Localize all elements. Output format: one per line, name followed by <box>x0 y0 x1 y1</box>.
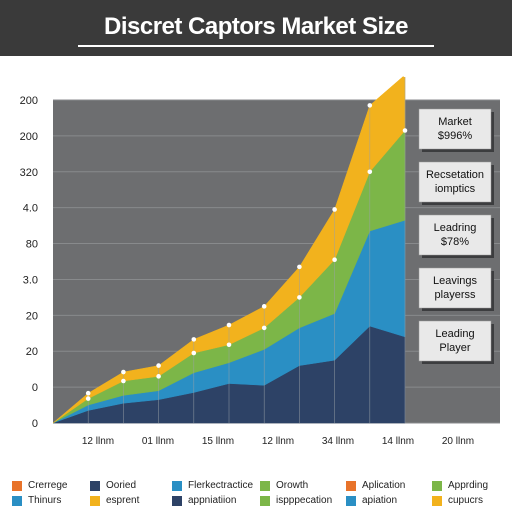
y-tick-label: 3.0 <box>23 274 38 286</box>
annotation-box <box>418 320 492 362</box>
annotation-text: $78% <box>441 236 469 248</box>
data-point <box>85 396 91 401</box>
x-tick-label: 01 llnm <box>142 436 174 447</box>
y-tick-label: 4.0 <box>23 203 38 215</box>
data-point <box>156 374 161 379</box>
legend-label: Orowth <box>276 480 309 491</box>
legend-item: Flerkectractice <box>172 478 260 493</box>
data-point <box>297 264 302 270</box>
x-tick-label: 34 llnm <box>322 436 354 447</box>
y-tick-label: 0 <box>32 382 38 394</box>
data-point <box>261 325 267 331</box>
data-point <box>402 128 408 133</box>
x-tick-label: 12 llnm <box>82 436 114 447</box>
legend-swatch <box>90 495 100 506</box>
annotation-text: Recsetation <box>426 169 484 181</box>
legend: Crerrege Ooried Flerkectractice Orowth Aplic… <box>12 478 508 508</box>
data-point <box>85 390 91 396</box>
x-tick-label: 20 llnm <box>442 436 474 447</box>
annotation-box <box>418 161 492 203</box>
data-point <box>332 207 337 212</box>
annotation-box <box>418 108 492 150</box>
x-tick-label: 15 llnm <box>202 436 234 447</box>
data-point <box>226 342 232 348</box>
legend-swatch <box>346 480 356 491</box>
data-point <box>367 169 373 175</box>
legend-swatch <box>172 480 182 491</box>
y-tick-label: 20 <box>26 310 38 322</box>
y-tick-label: 80 <box>26 239 38 251</box>
legend-item: ispppecation <box>260 493 346 508</box>
data-point <box>402 72 408 78</box>
legend-label: Thinurs <box>28 495 62 506</box>
legend-swatch <box>90 480 100 491</box>
legend-item: cupucrs <box>432 493 508 508</box>
data-point <box>121 378 126 384</box>
data-point <box>191 350 197 356</box>
legend-label: Ooried <box>106 480 137 491</box>
y-tick-label: 200 <box>20 95 38 107</box>
title-bar: Discret Captors Market Size <box>0 0 512 56</box>
annotation-text: playerss <box>435 289 476 301</box>
legend-swatch <box>346 495 356 506</box>
y-tick-label: 20 <box>26 346 38 358</box>
legend-item: Aplication <box>346 478 432 493</box>
annotation-box <box>418 214 492 256</box>
annotation-text: Leading <box>435 328 474 340</box>
legend-item: esprent <box>90 493 172 508</box>
annotation-box <box>418 267 492 309</box>
annotation-text: Leadring <box>434 222 477 234</box>
data-point <box>261 304 267 309</box>
data-point <box>226 322 232 328</box>
legend-swatch <box>432 495 442 506</box>
legend-label: Flerkectractice <box>188 480 254 491</box>
data-point <box>121 369 126 375</box>
legend-item: appniatiion <box>172 493 260 508</box>
legend-swatch <box>260 480 270 491</box>
annotation-text: Market <box>438 116 472 128</box>
y-tick-label: 200 <box>20 131 38 143</box>
legend-label: apiation <box>362 495 398 506</box>
legend-label: ispppecation <box>276 495 333 506</box>
legend-item: Crerrege <box>12 478 90 493</box>
legend-item: Thinurs <box>12 493 90 508</box>
data-point <box>367 103 373 108</box>
chart-title: Discret Captors Market Size <box>104 13 408 40</box>
annotation-text: Player <box>439 342 471 354</box>
legend-item: Apprding <box>432 478 508 493</box>
legend-label: Apprding <box>448 480 489 491</box>
annotation-text: $996% <box>438 130 472 142</box>
legend-label: Crerrege <box>28 480 68 491</box>
legend-label: appniatiion <box>188 495 237 506</box>
y-tick-label: 0 <box>32 418 38 430</box>
legend-swatch <box>12 495 22 506</box>
legend-label: esprent <box>106 495 140 506</box>
data-point <box>156 363 161 368</box>
legend-swatch <box>260 495 270 506</box>
legend-swatch <box>12 480 22 491</box>
legend-item: Orowth <box>260 478 346 493</box>
y-tick-label: 320 <box>20 167 38 179</box>
legend-swatch <box>172 495 182 506</box>
annotation-text: Leavings <box>433 275 478 287</box>
data-point <box>191 337 197 342</box>
annotation-text: iomptics <box>435 183 476 195</box>
legend-swatch <box>432 480 442 491</box>
legend-label: cupucrs <box>448 495 484 506</box>
data-point <box>332 257 337 263</box>
x-tick-label: 12 llnm <box>262 436 294 447</box>
x-tick-label: 14 llnm <box>382 436 414 447</box>
data-point <box>297 295 302 300</box>
legend-label: Aplication <box>362 480 406 491</box>
title-underline <box>78 45 434 47</box>
legend-item: apiation <box>346 493 432 508</box>
legend-item: Ooried <box>90 478 172 493</box>
